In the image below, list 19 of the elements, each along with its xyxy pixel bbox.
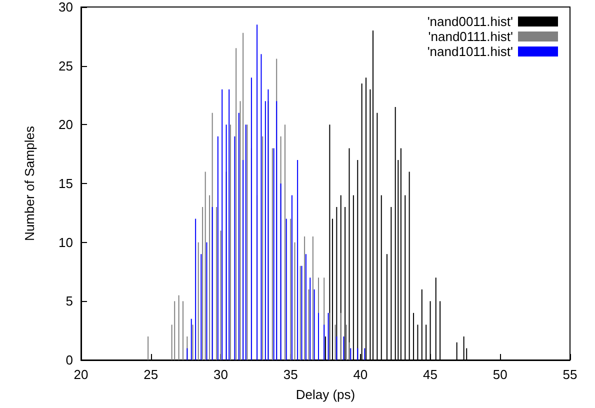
y-tick-label: 5 (66, 294, 73, 309)
legend-label: 'nand0111.hist' (428, 29, 513, 44)
y-axis-title: Number of Samples (22, 126, 37, 241)
x-tick-label: 30 (213, 367, 228, 382)
y-tick-label: 15 (58, 176, 73, 191)
x-axis-title: Delay (ps) (296, 387, 356, 402)
x-tick-label: 55 (562, 367, 578, 382)
legend-label: 'nand1011.hist' (427, 44, 513, 59)
y-tick-label: 0 (66, 352, 73, 368)
y-tick-label: 10 (58, 234, 73, 250)
legend-label: 'nand0011.hist' (427, 14, 513, 29)
y-tick-label: 30 (58, 0, 73, 14)
x-tick-label: 35 (283, 367, 298, 382)
x-tick-label: 25 (144, 367, 158, 382)
x-tick-label: 50 (492, 367, 508, 382)
x-tick-label: 40 (353, 367, 368, 382)
y-tick-label: 20 (58, 117, 73, 132)
y-tick-label: 25 (58, 58, 73, 74)
x-tick-label: 45 (423, 367, 438, 382)
